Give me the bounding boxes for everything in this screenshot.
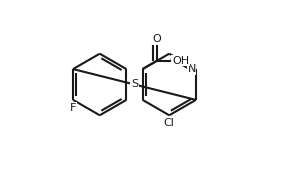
Text: Cl: Cl (164, 118, 175, 128)
Text: N: N (187, 64, 196, 74)
Text: S: S (131, 80, 138, 89)
Text: OH: OH (172, 56, 189, 66)
Text: F: F (70, 102, 76, 112)
Text: O: O (153, 34, 162, 44)
